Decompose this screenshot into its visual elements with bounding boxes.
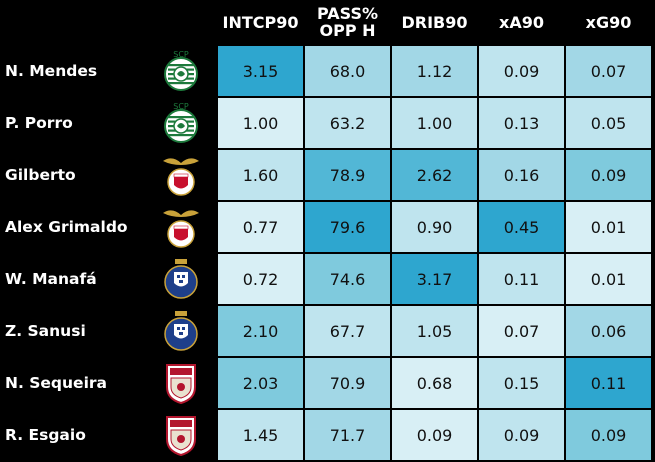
column-header-4: xG90 xyxy=(585,12,632,32)
stat-cell: 3.15 xyxy=(218,46,303,96)
club-logo-icon: SCP xyxy=(147,46,215,96)
player-name: N. Mendes xyxy=(5,62,98,80)
club-logo-icon xyxy=(147,202,215,252)
club-logo-icon xyxy=(147,150,215,200)
stat-cell: 0.13 xyxy=(479,98,564,148)
stat-cell: 1.00 xyxy=(218,98,303,148)
table-row: Alex Grimaldo 0.77 79.6 0.90 0.45 0.01 xyxy=(0,202,655,252)
club-logo-text: SCP xyxy=(173,102,189,111)
club-logo-icon: SCP xyxy=(147,98,215,148)
stat-cell: 0.11 xyxy=(566,358,651,408)
stat-cell: 67.7 xyxy=(305,306,390,356)
stat-cell: 0.01 xyxy=(566,202,651,252)
stat-cell: 78.9 xyxy=(305,150,390,200)
club-logo-icon xyxy=(147,254,215,304)
stat-cell: 3.17 xyxy=(392,254,477,304)
player-name: Alex Grimaldo xyxy=(5,218,128,236)
club-logo-text: SCP xyxy=(173,50,189,59)
stat-cell: 1.45 xyxy=(218,410,303,460)
player-name: P. Porro xyxy=(5,114,73,132)
player-name: Gilberto xyxy=(5,166,76,184)
stat-cell: 0.09 xyxy=(392,410,477,460)
table-row: N. Mendes SCP 3.15 68.0 1.12 0.09 0.07 xyxy=(0,46,655,96)
column-header-0: INTCP90 xyxy=(222,12,299,32)
table-row: Gilberto 1.60 78.9 2.62 0.16 0.09 xyxy=(0,150,655,200)
player-name: Z. Sanusi xyxy=(5,322,86,340)
column-header-1: PASS% OPP H xyxy=(317,4,378,40)
club-logo-icon xyxy=(147,358,215,408)
stat-cell: 63.2 xyxy=(305,98,390,148)
stat-cell: 0.11 xyxy=(479,254,564,304)
table-row: Z. Sanusi 2.10 67.7 1.05 0.07 0.06 xyxy=(0,306,655,356)
stat-cell: 74.6 xyxy=(305,254,390,304)
stat-cell: 0.07 xyxy=(566,46,651,96)
stat-cell: 79.6 xyxy=(305,202,390,252)
stat-cell: 2.03 xyxy=(218,358,303,408)
stat-cell: 0.72 xyxy=(218,254,303,304)
stat-cell: 0.15 xyxy=(479,358,564,408)
table-row: R. Esgaio 1.45 71.7 0.09 0.09 0.09 xyxy=(0,410,655,460)
player-name: R. Esgaio xyxy=(5,426,86,444)
stat-cell: 2.62 xyxy=(392,150,477,200)
stat-cell: 0.09 xyxy=(566,410,651,460)
column-header-2: DRIB90 xyxy=(401,12,468,32)
stat-cell: 1.60 xyxy=(218,150,303,200)
stat-cell: 2.10 xyxy=(218,306,303,356)
stat-cell: 1.12 xyxy=(392,46,477,96)
stat-cell: 0.77 xyxy=(218,202,303,252)
stat-cell: 0.16 xyxy=(479,150,564,200)
stat-cell: 0.09 xyxy=(479,46,564,96)
stat-cell: 0.07 xyxy=(479,306,564,356)
table-row: N. Sequeira 2.03 70.9 0.68 0.15 0.11 xyxy=(0,358,655,408)
stat-cell: 1.05 xyxy=(392,306,477,356)
column-header-3: xA90 xyxy=(499,12,544,32)
club-logo-icon xyxy=(147,410,215,460)
stat-cell: 0.05 xyxy=(566,98,651,148)
table-row: W. Manafá 0.72 74.6 3.17 0.11 0.01 xyxy=(0,254,655,304)
stat-cell: 68.0 xyxy=(305,46,390,96)
stat-cell: 70.9 xyxy=(305,358,390,408)
stat-cell: 71.7 xyxy=(305,410,390,460)
stat-cell: 0.90 xyxy=(392,202,477,252)
stat-cell: 0.09 xyxy=(566,150,651,200)
club-logo-icon xyxy=(147,306,215,356)
stat-cell: 0.09 xyxy=(479,410,564,460)
stat-cell: 0.01 xyxy=(566,254,651,304)
stat-cell: 0.45 xyxy=(479,202,564,252)
player-name: W. Manafá xyxy=(5,270,97,288)
stat-cell: 0.06 xyxy=(566,306,651,356)
stat-cell: 1.00 xyxy=(392,98,477,148)
player-name: N. Sequeira xyxy=(5,374,107,392)
table-row: P. Porro SCP 1.00 63.2 1.00 0.13 0.05 xyxy=(0,98,655,148)
stat-cell: 0.68 xyxy=(392,358,477,408)
